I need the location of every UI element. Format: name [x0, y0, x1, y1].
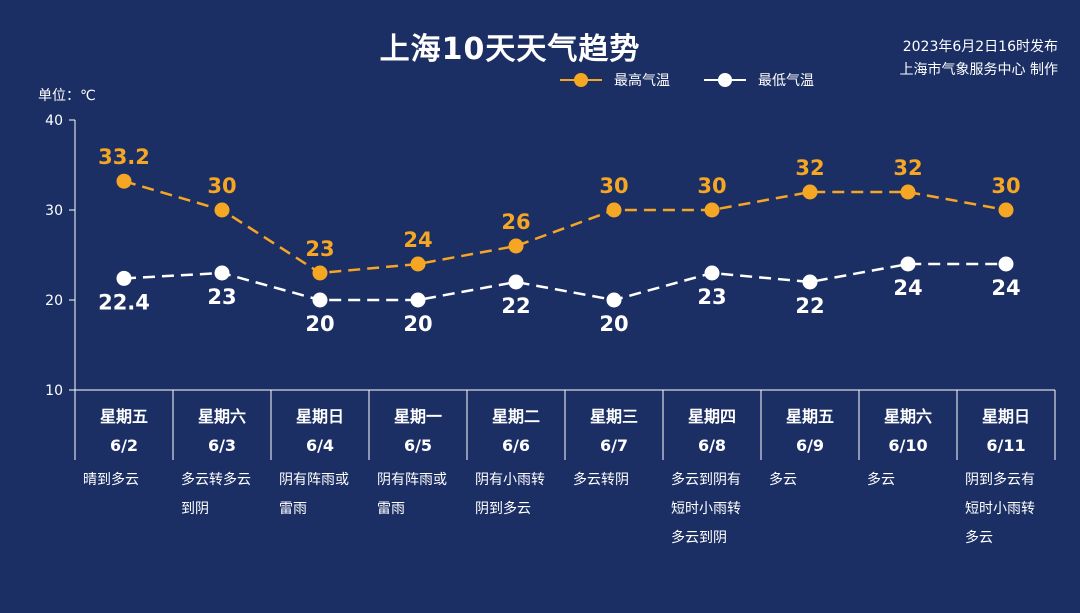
x-tick-weekday: 星期三 — [590, 407, 638, 426]
x-tick-date: 6/8 — [698, 436, 726, 455]
data-label-high: 30 — [991, 174, 1020, 198]
y-tick-label: 30 — [45, 203, 63, 219]
series-line-low — [123, 262, 1006, 302]
y-tick-label: 40 — [45, 113, 63, 129]
data-label-low: 20 — [599, 312, 628, 336]
weather-text: 多云 — [965, 529, 993, 546]
x-tick-weekday: 星期日 — [296, 407, 344, 426]
legend-label-high: 最高气温 — [614, 73, 670, 89]
data-label-high: 30 — [207, 174, 236, 198]
legend-swatch-high — [560, 73, 602, 87]
data-label-high: 33.2 — [98, 145, 150, 169]
weather-text: 阴有小雨转 — [475, 472, 545, 488]
data-label-low: 22 — [795, 294, 824, 318]
point-low — [998, 256, 1014, 272]
data-label-high: 26 — [501, 210, 530, 234]
point-high — [802, 184, 818, 200]
point-high — [704, 202, 720, 218]
point-high — [508, 238, 524, 254]
legend-item-high: 最高气温 — [560, 70, 670, 90]
weather-text: 多云转阴 — [573, 471, 629, 488]
point-low — [508, 274, 524, 290]
weather-text: 雷雨 — [377, 501, 405, 517]
x-tick-date: 6/10 — [888, 436, 927, 455]
weather-text: 多云 — [769, 471, 797, 488]
weather-text: 雷雨 — [279, 501, 307, 517]
x-tick-date: 6/11 — [986, 436, 1025, 455]
weather-text: 多云到阴有 — [671, 471, 741, 488]
x-tick-weekday: 星期六 — [198, 407, 246, 426]
weather-text: 晴到多云 — [83, 471, 139, 488]
point-high — [410, 256, 426, 272]
weather-text: 到阴 — [181, 501, 209, 517]
data-label-high: 24 — [403, 228, 432, 252]
x-tick-date: 6/2 — [110, 436, 138, 455]
data-label-low: 22 — [501, 294, 530, 318]
weather-text: 多云 — [867, 471, 895, 488]
x-tick-weekday: 星期五 — [786, 407, 834, 426]
data-label-high: 30 — [599, 174, 628, 198]
weather-text: 多云转多云 — [181, 471, 251, 488]
point-high — [214, 202, 230, 218]
weather-text: 阴有阵雨或 — [377, 472, 447, 488]
point-low — [900, 256, 916, 272]
release-info: 2023年6月2日16时发布 上海市气象服务中心 制作 — [900, 36, 1058, 82]
release-time: 2023年6月2日16时发布 — [902, 39, 1058, 55]
x-tick-date: 6/6 — [502, 436, 530, 455]
legend-label-low: 最低气温 — [758, 73, 814, 89]
point-high — [998, 202, 1014, 218]
data-label-high: 30 — [697, 174, 726, 198]
weather-text: 短时小雨转 — [965, 501, 1035, 517]
point-high — [606, 202, 622, 218]
point-high — [312, 265, 328, 281]
weather-text: 阴有阵雨或 — [279, 472, 349, 488]
point-low — [410, 292, 426, 308]
data-label-low: 20 — [403, 312, 432, 336]
point-low — [116, 270, 132, 286]
x-tick-weekday: 星期六 — [884, 407, 932, 426]
data-label-high: 23 — [305, 237, 334, 261]
data-label-low: 22.4 — [98, 290, 150, 314]
x-tick-date: 6/7 — [600, 436, 628, 455]
data-label-high: 32 — [795, 156, 824, 180]
series-line-high — [123, 180, 1007, 275]
weather-text: 短时小雨转 — [671, 501, 741, 517]
point-low — [704, 265, 720, 281]
x-tick-weekday: 星期一 — [394, 407, 442, 426]
x-tick-weekday: 星期五 — [100, 407, 148, 426]
x-tick-date: 6/9 — [796, 436, 824, 455]
weather-text: 多云到阴 — [671, 529, 727, 546]
data-label-low: 24 — [991, 276, 1020, 300]
point-low — [802, 274, 818, 290]
data-label-low: 23 — [697, 285, 726, 309]
point-low — [312, 292, 328, 308]
x-tick-date: 6/4 — [306, 436, 334, 455]
data-label-low: 23 — [207, 285, 236, 309]
x-tick-weekday: 星期二 — [492, 407, 540, 426]
data-label-high: 32 — [893, 156, 922, 180]
x-tick-weekday: 星期四 — [688, 407, 736, 426]
weather-text: 阴到多云有 — [965, 471, 1035, 488]
legend: 最高气温 最低气温 — [560, 70, 814, 90]
chart-title: 上海10天天气趋势 — [379, 32, 641, 67]
point-high — [900, 184, 916, 200]
x-tick-date: 6/3 — [208, 436, 236, 455]
x-tick-weekday: 星期日 — [982, 407, 1030, 426]
weather-text: 阴到多云 — [475, 500, 531, 517]
legend-swatch-low — [704, 73, 746, 87]
unit-label: 单位：℃ — [38, 88, 96, 104]
x-tick-date: 6/5 — [404, 436, 432, 455]
legend-item-low: 最低气温 — [704, 70, 814, 90]
point-high — [116, 173, 132, 189]
point-low — [606, 292, 622, 308]
data-label-low: 24 — [893, 276, 922, 300]
issuer: 上海市气象服务中心 制作 — [899, 62, 1058, 78]
point-low — [214, 265, 230, 281]
y-tick-label: 10 — [45, 383, 63, 399]
y-tick-label: 20 — [45, 293, 63, 309]
data-label-low: 20 — [305, 312, 334, 336]
